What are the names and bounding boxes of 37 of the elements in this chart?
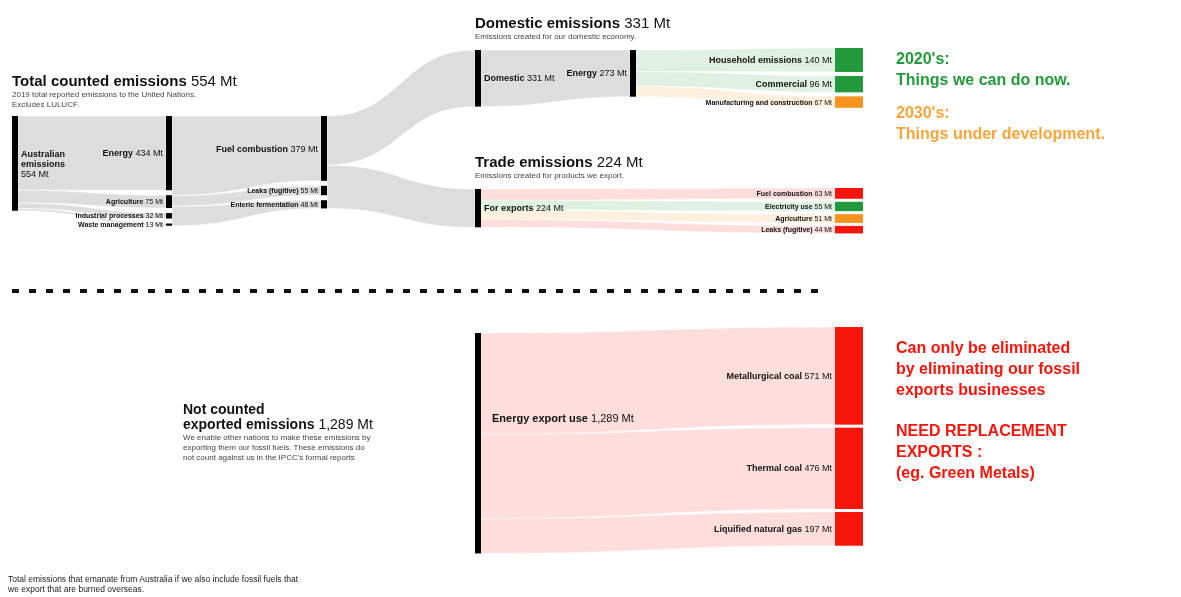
data-label: 224 Mt xyxy=(533,203,565,214)
text: Not counted exported emissions 1,289 Mt xyxy=(183,401,373,432)
category-label: Thermal coal xyxy=(746,463,802,474)
text: 2019 total reported emissions to the United Nations. Excludes LULUCF. xyxy=(12,90,197,109)
text: Emissions created for products we export. xyxy=(475,171,624,180)
category-label: Australian emissions xyxy=(21,148,66,169)
text: Total emissions that emanate from Australia if we also include fossil fuels that we export that are burned overseas. xyxy=(7,574,299,594)
text: We enable other nations to make these emissions by exporting them our fossil fuels. These emissions do not count against us in the IPCC's formal reports xyxy=(183,433,371,462)
category-label: Energy xyxy=(566,68,597,79)
text: 2030's: Things under development. xyxy=(896,104,1105,142)
data-label: 140 Mt xyxy=(801,55,833,66)
text: 2020's: Things we can do now. xyxy=(896,50,1071,88)
category-label: Metallurgical coal xyxy=(726,370,802,381)
data-label: 571 Mt xyxy=(801,370,833,381)
data-label: 379 Mt xyxy=(287,143,319,154)
text: Can only be eliminated by eliminating our fossil exports businesses xyxy=(896,339,1081,398)
text: Trade emissions 224 Mt xyxy=(475,153,644,170)
text: Domestic emissions 331 Mt xyxy=(475,14,671,31)
category-label: For exports xyxy=(484,203,534,214)
data-label: 331 Mt xyxy=(524,73,556,84)
data-label: 554 Mt xyxy=(21,168,50,179)
data-label: 476 Mt xyxy=(801,463,833,474)
category-label: Energy export use xyxy=(492,412,588,425)
text: Total counted emissions 554 Mt xyxy=(12,72,238,89)
data-label: 96 Mt xyxy=(806,79,833,90)
category-label: Energy xyxy=(102,148,133,159)
data-label: 1,289 Mt xyxy=(587,412,634,425)
category-label: Domestic xyxy=(484,73,525,84)
data-label: 197 Mt xyxy=(801,524,833,535)
category-label: Commercial xyxy=(755,79,807,90)
text: Emissions created for our domestic economy. xyxy=(475,32,637,41)
data-label: 434 Mt xyxy=(132,148,164,159)
text: NEED REPLACEMENT EXPORTS : (eg. Green Metals) xyxy=(896,422,1067,481)
category-label: Fuel combustion xyxy=(215,143,288,154)
category-label: Liquified natural gas xyxy=(713,524,802,535)
data-label: 273 Mt xyxy=(596,68,628,79)
category-label: Household emissions xyxy=(708,55,802,66)
